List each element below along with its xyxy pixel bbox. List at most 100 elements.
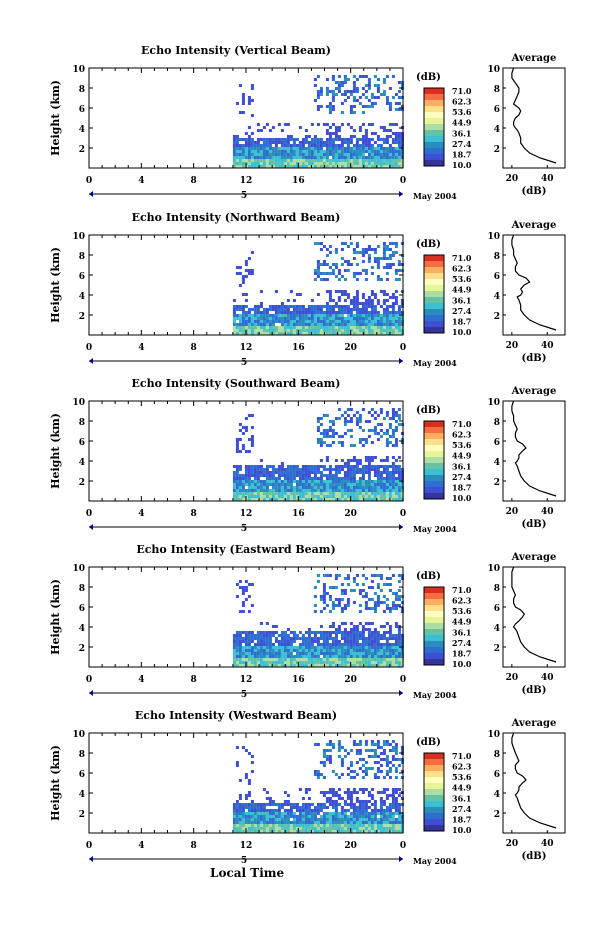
colorbar-swatch (424, 771, 444, 778)
colorbar-swatch (424, 421, 444, 428)
echo-panel-4: Echo Intensity (Eastward Beam) Height (km… (49, 543, 566, 700)
echo-panel-5: Echo Intensity (Westward Beam) Height (km… (49, 709, 566, 866)
x-tick-label: 0 (86, 343, 92, 353)
colorbar-swatch (424, 475, 444, 482)
y-tick-label: 2 (79, 312, 85, 322)
colorbar-swatch (424, 605, 444, 612)
x-tick-label: 20 (344, 841, 357, 851)
colorbar-swatch (424, 439, 444, 446)
colorbar-swatch (424, 273, 444, 280)
date-day-label: 5 (241, 690, 247, 700)
colorbar-swatch (424, 801, 444, 808)
colorbar-swatch (424, 617, 444, 624)
colorbar-swatch (424, 327, 444, 334)
average-y-tick-label: 8 (494, 750, 500, 760)
panel-title: Echo Intensity (Westward Beam) (135, 709, 337, 722)
colorbar-swatch (424, 142, 444, 149)
average-y-tick-label: 2 (494, 644, 500, 654)
colorbar-label: 27.4 (452, 804, 472, 814)
x-tick-label: 0 (400, 343, 406, 353)
colorbar-swatch (424, 297, 444, 304)
colorbar (423, 254, 445, 334)
average-x-tick-label: 20 (506, 507, 519, 517)
average-xlabel: (dB) (522, 353, 547, 364)
colorbar (423, 420, 445, 500)
colorbar-swatch (424, 303, 444, 310)
colorbar-swatch (424, 789, 444, 796)
colorbar-label: 44.9 (452, 617, 472, 627)
bottom-xlabel: Local Time (210, 866, 285, 880)
colorbar-swatch (424, 611, 444, 618)
colorbar-swatch (424, 321, 444, 328)
x-tick-label: 0 (400, 675, 406, 685)
average-y-tick-label: 10 (487, 564, 500, 574)
average-y-tick-label: 2 (494, 312, 500, 322)
colorbar-label: 53.6 (452, 772, 472, 782)
colorbar-swatch (424, 88, 444, 95)
colorbar-swatch (424, 309, 444, 316)
average-profile-line (511, 400, 557, 497)
x-tick-label: 20 (344, 509, 357, 519)
y-tick-label: 10 (72, 232, 85, 242)
colorbar-label: 62.3 (452, 264, 472, 274)
x-tick-label: 12 (240, 841, 253, 851)
month-label: May 2004 (413, 690, 457, 700)
colorbar-swatch (424, 285, 444, 292)
echo-field (232, 740, 404, 833)
average-title: Average (511, 386, 557, 397)
colorbar-swatch (424, 136, 444, 143)
date-day-label: 5 (241, 524, 247, 534)
echo-panel-2: Echo Intensity (Northward Beam) Height (k… (49, 211, 566, 368)
y-tick-label: 10 (72, 564, 85, 574)
average-y-tick-label: 4 (494, 125, 500, 135)
colorbar-swatch (424, 635, 444, 642)
date-bar-arrow (89, 358, 93, 364)
colorbar-label: 71.0 (452, 86, 472, 96)
colorbar (423, 586, 445, 666)
colorbar-swatch (424, 445, 444, 452)
average-title: Average (511, 220, 557, 231)
date-bar-arrow (399, 191, 403, 197)
x-tick-label: 16 (292, 841, 305, 851)
y-tick-label: 2 (79, 644, 85, 654)
colorbar-label: 36.1 (452, 295, 471, 305)
average-y-tick-label: 6 (494, 105, 500, 115)
colorbar (423, 87, 445, 167)
colorbar-swatch (424, 148, 444, 155)
average-xlabel: (dB) (522, 186, 547, 197)
panel-title: Echo Intensity (Eastward Beam) (136, 543, 335, 556)
colorbar-swatch (424, 765, 444, 772)
x-tick-label: 20 (344, 176, 357, 186)
y-tick-label: 6 (79, 438, 85, 448)
x-tick-label: 16 (292, 675, 305, 685)
colorbar-swatch (424, 493, 444, 500)
y-tick-label: 4 (79, 125, 85, 135)
y-tick-label: 10 (72, 65, 85, 75)
colorbar-label: 18.7 (452, 814, 471, 824)
colorbar-swatch (424, 795, 444, 802)
y-axis-label: Height (km) (49, 579, 62, 655)
colorbar-label: 62.3 (452, 97, 472, 107)
colorbar-swatch (424, 255, 444, 262)
echo-field (232, 75, 404, 168)
colorbar-label: 18.7 (452, 648, 471, 658)
y-tick-label: 2 (79, 478, 85, 488)
y-tick-label: 8 (79, 418, 85, 428)
y-axis-label: Height (km) (49, 80, 62, 156)
colorbar-label: 53.6 (452, 107, 472, 117)
date-day-label: 5 (241, 358, 247, 368)
colorbar-frame (423, 586, 445, 666)
colorbar-swatch (424, 825, 444, 832)
colorbar-label: 10.0 (452, 160, 472, 170)
date-bar-arrow (89, 856, 93, 862)
date-bar-arrow (89, 524, 93, 530)
average-y-tick-label: 2 (494, 810, 500, 820)
colorbar-label: 27.4 (452, 638, 472, 648)
x-tick-label: 0 (400, 841, 406, 851)
colorbar-swatch (424, 457, 444, 464)
x-tick-label: 8 (191, 343, 197, 353)
average-y-tick-label: 10 (487, 730, 500, 740)
colorbar-label: 44.9 (452, 783, 472, 793)
average-y-tick-label: 6 (494, 272, 500, 282)
